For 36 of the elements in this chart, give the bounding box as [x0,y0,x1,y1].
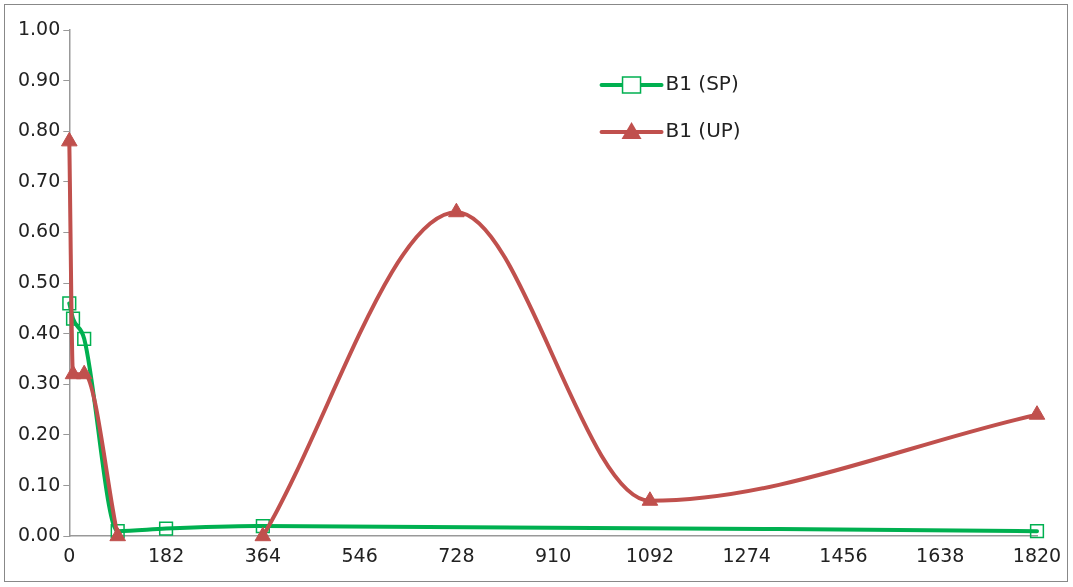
x-tick-label: 1638 [916,543,965,566]
point [641,491,659,506]
x-tick-label: 910 [535,543,572,566]
y-tick-label: 0.20 [17,421,61,444]
legend-label: B1 (UP) [665,118,741,143]
point [158,521,174,536]
point [1029,524,1045,539]
point [65,311,81,326]
y-tick-label: 0.00 [17,523,61,546]
point [1028,405,1046,420]
y-tick-label: 0.10 [17,472,61,495]
x-tick-label: 1456 [819,543,868,566]
y-tick-label: 0.30 [17,371,61,394]
y-tick-label: 0.60 [17,219,61,242]
x-tick-label: 1092 [625,543,675,566]
point [255,518,270,534]
x-tick-label: 728 [438,543,475,566]
point [62,296,77,311]
y-tick-label: 1.00 [17,16,61,39]
point [75,364,93,380]
x-tick-label: 364 [244,543,281,566]
y-tick-label: 0.50 [17,270,61,293]
y-tick-label: 0.70 [17,168,61,191]
x-tick-label: 182 [147,543,185,566]
y-tick-label: 0.40 [17,320,61,343]
x-tick-label: 546 [341,543,378,566]
point [448,202,465,218]
y-tick-label: 0.90 [17,67,61,90]
point [77,331,92,346]
x-tick-label: 1820 [1012,543,1062,566]
x-tick-label: 0 [63,543,76,566]
legend-label: B1 (SP) [665,71,739,96]
y-tick-label: 0.80 [17,118,61,141]
point [254,526,272,542]
point [61,131,78,147]
x-tick-label: 1274 [722,543,771,566]
